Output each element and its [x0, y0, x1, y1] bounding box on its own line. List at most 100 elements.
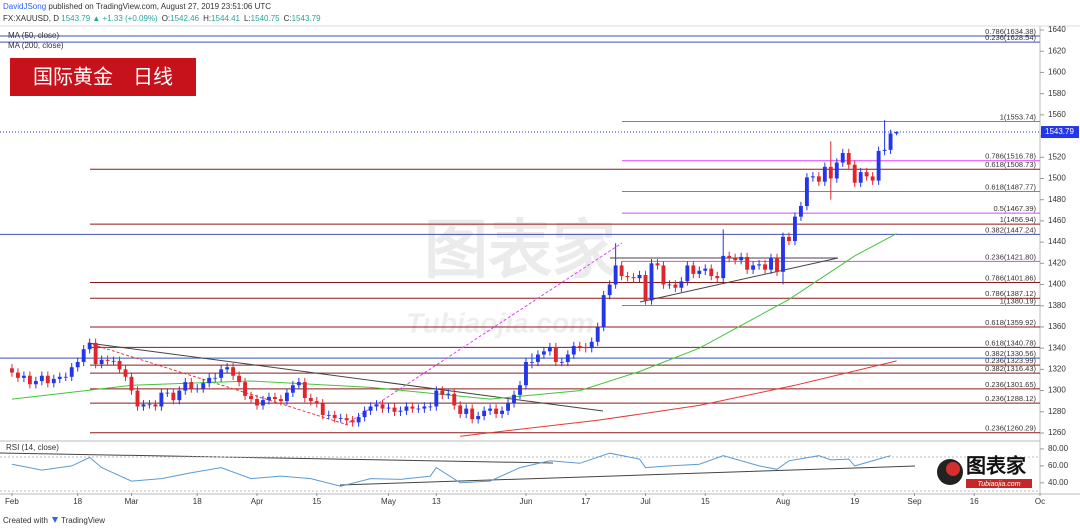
rsi-label: RSI (14, close) [6, 443, 59, 452]
candle-body [775, 258, 779, 272]
moving-average [460, 360, 897, 437]
candle-body [655, 263, 660, 266]
y-tick-label: 1580 [1048, 89, 1066, 98]
candle-body [870, 176, 875, 181]
candle-body [751, 265, 756, 270]
watermark: 图表家 [424, 214, 616, 286]
candle-body [613, 265, 618, 285]
candle-body [416, 408, 421, 410]
candle-body [267, 396, 271, 401]
last-price-label: 1543.79 [1045, 127, 1074, 136]
candle-body [338, 418, 343, 419]
moving-average [11, 233, 897, 400]
candle-body [541, 351, 546, 355]
rsi-line [11, 452, 891, 487]
trendline-dashed [87, 342, 349, 426]
candle-body [667, 284, 672, 286]
candle-body [733, 258, 738, 261]
candle-body [278, 399, 283, 402]
candle-body [392, 407, 397, 412]
candle-body [488, 408, 493, 411]
candle-body [147, 404, 152, 406]
fib-label: 0.786(1387.12) [985, 289, 1036, 298]
trendline [639, 257, 839, 303]
x-tick-label: 18 [193, 497, 202, 506]
fib-label: 0.236(1323.99) [985, 356, 1036, 365]
candle-body [500, 410, 505, 414]
candle-body [183, 382, 188, 391]
candle-body [171, 392, 176, 401]
trendline-dashed [344, 242, 623, 426]
candle-body [141, 404, 146, 407]
candle-body [410, 406, 415, 409]
candle-body [81, 349, 86, 362]
candle-body [535, 354, 540, 362]
candle-body [482, 410, 487, 417]
last: 1543.79 [61, 14, 90, 23]
fib-label: 0.618(1359.92) [985, 318, 1036, 327]
candle-body [846, 153, 851, 165]
logo-domain: Tubiaojia.com [977, 481, 1020, 488]
candle-body [637, 274, 642, 279]
candle-body [296, 382, 301, 386]
candle-body [709, 268, 714, 277]
brand-icon [52, 517, 58, 523]
indicator-label: MA (50, close) [8, 31, 59, 40]
trendline [87, 342, 604, 412]
ohlc-key: H: [203, 14, 211, 23]
candle-body [816, 176, 821, 182]
logo-icon [946, 462, 960, 476]
candle-body [793, 216, 797, 242]
x-tick-label: Jun [520, 497, 533, 506]
candle-body [350, 420, 355, 423]
candle-body [93, 342, 98, 365]
candle-body [129, 376, 134, 391]
y-tick-label: 1560 [1048, 110, 1066, 119]
candle-body [524, 361, 528, 386]
candle-body [703, 268, 708, 271]
candle-body [33, 381, 38, 385]
candle-body [45, 375, 50, 384]
change: ▲ +1.33 (+0.09%) [92, 14, 158, 23]
candle-body [290, 385, 295, 393]
candle-body [159, 392, 164, 407]
fib-label: 0.382(1330.56) [985, 349, 1036, 358]
fib-label: 0.786(1516.78) [985, 152, 1036, 161]
candle-body [368, 406, 373, 411]
footer-brand[interactable]: TradingView [61, 516, 105, 525]
candle-body [643, 274, 648, 301]
candle-body [888, 133, 893, 150]
candle-body [787, 236, 791, 242]
y-tick-label: 1300 [1048, 386, 1066, 395]
candle-body [177, 390, 182, 401]
candle-body [631, 277, 636, 279]
x-tick-label: 13 [432, 497, 441, 506]
candle-body [494, 408, 499, 414]
candle-body [882, 149, 887, 151]
y-tick-label: 1360 [1048, 322, 1066, 331]
fib-label: 0.236(1421.80) [985, 252, 1036, 261]
candle-body [135, 390, 140, 407]
candle-body [398, 410, 403, 412]
x-tick-label: Apr [251, 497, 264, 506]
candle-body [547, 347, 552, 352]
y-tick-label: 1420 [1048, 258, 1066, 267]
candle-body [804, 177, 809, 207]
candle-body [57, 376, 62, 379]
candle-body [757, 264, 762, 266]
candle-body [589, 341, 594, 349]
rsi-trendline [339, 465, 916, 486]
footer-text: Created with [3, 516, 48, 525]
y-tick-label: 1280 [1048, 407, 1066, 416]
published: published on TradingView.com, August 27,… [48, 2, 271, 11]
y-tick-label: 1380 [1048, 301, 1066, 310]
candle-body [21, 375, 26, 378]
candle-body [302, 382, 307, 399]
candle-body [715, 276, 720, 279]
candle-body [434, 390, 439, 407]
candle-body [834, 162, 839, 179]
candle-body [739, 256, 744, 261]
candle-body [458, 405, 463, 414]
y-tick-label: 1320 [1048, 364, 1066, 373]
